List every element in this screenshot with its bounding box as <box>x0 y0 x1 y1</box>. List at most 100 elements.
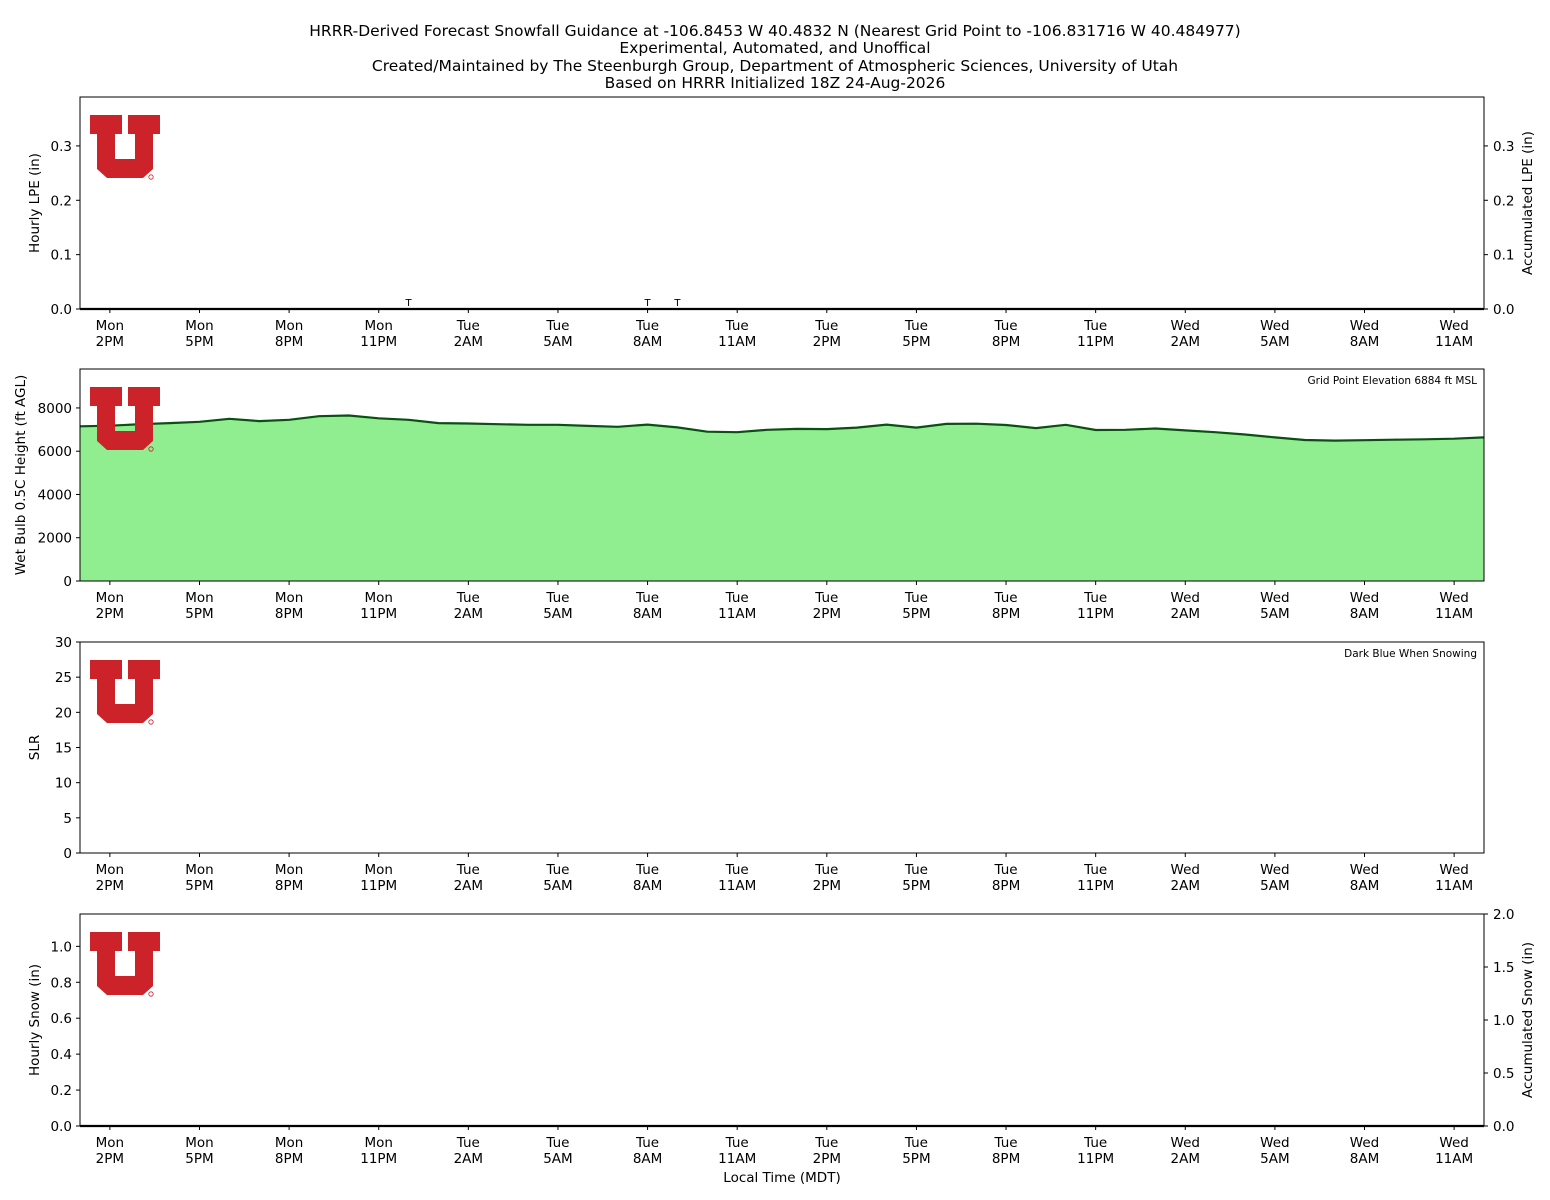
x-tick-label-time: 8AM <box>1350 606 1379 622</box>
y-tick-label: 5 <box>63 811 72 827</box>
x-tick-label-time: 11AM <box>1435 606 1473 622</box>
x-tick-label-time: 2AM <box>454 606 483 622</box>
x-tick-label-day: Tue <box>725 862 749 878</box>
x-tick-label-day: Mon <box>275 590 303 606</box>
x-tick-label-day: Mon <box>275 318 303 334</box>
x-tick-label-time: 8PM <box>275 878 303 894</box>
x-tick-label-day: Tue <box>904 590 928 606</box>
x-tick-label-time: 2PM <box>813 1151 841 1167</box>
y-right-tick-label: 0.2 <box>1493 193 1514 209</box>
trace-mark: T <box>673 298 681 309</box>
x-tick-label-day: Mon <box>96 862 124 878</box>
title-line-2: Experimental, Automated, and Unoffical <box>619 39 930 57</box>
university-of-utah-logo <box>90 660 160 725</box>
y-tick-label: 30 <box>55 635 72 651</box>
y-tick-label: 0.2 <box>51 193 72 209</box>
x-tick-label-time: 2AM <box>454 878 483 894</box>
x-tick-label-time: 2AM <box>1171 334 1200 350</box>
y-tick-label: 0 <box>63 846 72 862</box>
x-tick-label-time: 5AM <box>1260 878 1289 894</box>
wetbulb-fill-area <box>80 415 1484 581</box>
block-u-shape <box>90 660 160 723</box>
x-tick-label-day: Wed <box>1260 318 1289 334</box>
x-tick-label-time: 8PM <box>275 606 303 622</box>
x-tick-label-time: 5AM <box>543 1151 572 1167</box>
x-tick-label-day: Tue <box>635 862 659 878</box>
title-line-4: Based on HRRR Initialized 18Z 24-Aug-202… <box>605 74 946 92</box>
x-tick-label-time: 2PM <box>813 878 841 894</box>
x-tick-label-time: 8AM <box>633 334 662 350</box>
x-tick-label-day: Tue <box>1083 1135 1107 1151</box>
plot-frame <box>79 913 1485 1127</box>
x-tick-label-time: 5PM <box>902 606 930 622</box>
x-tick-label-time: 5PM <box>185 606 213 622</box>
x-tick-label-time: 5AM <box>1260 606 1289 622</box>
registered-mark <box>148 719 154 725</box>
x-tick-label-time: 2AM <box>454 334 483 350</box>
x-tick-label-time: 5AM <box>543 334 572 350</box>
x-tick-label-day: Mon <box>185 862 213 878</box>
x-tick-label-day: Tue <box>725 318 749 334</box>
x-tick-label-time: 11AM <box>718 334 756 350</box>
x-tick-label-day: Tue <box>904 862 928 878</box>
x-tick-label-day: Tue <box>635 1135 659 1151</box>
x-tick-label-day: Tue <box>994 862 1018 878</box>
x-tick-label-day: Tue <box>545 1135 569 1151</box>
x-tick-label-time: 5PM <box>185 1151 213 1167</box>
x-axis-label: Local Time (MDT) <box>723 1170 840 1186</box>
block-u-shape <box>90 115 160 178</box>
panel-wetbulb: Mon2PMMon5PMMon8PMMon11PMTue2AMTue5AMTue… <box>13 368 1485 622</box>
x-tick-label-time: 2PM <box>813 334 841 350</box>
title-line-3: Created/Maintained by The Steenburgh Gro… <box>372 57 1178 75</box>
x-tick-label-time: 2PM <box>96 878 124 894</box>
x-tick-label-time: 5PM <box>902 334 930 350</box>
y-tick-label: 2000 <box>38 531 72 547</box>
y-tick-label: 25 <box>55 670 72 686</box>
x-tick-label-time: 11PM <box>1077 1151 1114 1167</box>
x-tick-label-day: Wed <box>1350 318 1379 334</box>
trace-mark: T <box>644 298 652 309</box>
y-tick-label: 0.2 <box>51 1083 72 1099</box>
x-tick-label-time: 2AM <box>1171 606 1200 622</box>
y-right-tick-label: 1.0 <box>1493 1013 1514 1029</box>
x-tick-label-day: Tue <box>814 1135 838 1151</box>
x-tick-label-time: 8PM <box>992 878 1020 894</box>
y-right-tick-label: 0.0 <box>1493 1119 1514 1135</box>
trace-mark: T <box>405 298 413 309</box>
title-line-1: HRRR-Derived Forecast Snowfall Guidance … <box>309 22 1240 40</box>
panel-note: Dark Blue When Snowing <box>1344 648 1477 660</box>
x-tick-label-day: Wed <box>1260 862 1289 878</box>
y-tick-label: 1.0 <box>51 939 72 955</box>
panel-slr: Mon2PMMon5PMMon8PMMon11PMTue2AMTue5AMTue… <box>27 635 1485 894</box>
x-tick-label-day: Mon <box>96 318 124 334</box>
x-tick-label-day: Tue <box>725 590 749 606</box>
y-right-tick-label: 1.5 <box>1493 960 1514 976</box>
x-tick-label-day: Wed <box>1350 1135 1379 1151</box>
y-tick-label: 0.0 <box>51 302 72 318</box>
x-tick-label-day: Wed <box>1350 590 1379 606</box>
x-tick-label-day: Wed <box>1260 590 1289 606</box>
x-tick-label-time: 8AM <box>1350 1151 1379 1167</box>
block-u-shape <box>90 387 160 450</box>
x-tick-label-day: Tue <box>904 1135 928 1151</box>
x-tick-label-day: Tue <box>814 318 838 334</box>
x-tick-label-time: 2PM <box>96 1151 124 1167</box>
x-tick-label-day: Tue <box>545 318 569 334</box>
y-tick-label: 20 <box>55 705 72 721</box>
x-tick-label-time: 8AM <box>633 1151 662 1167</box>
x-tick-label-day: Tue <box>814 862 838 878</box>
x-tick-label-time: 5PM <box>902 1151 930 1167</box>
x-tick-label-time: 8AM <box>1350 334 1379 350</box>
x-tick-label-time: 11AM <box>1435 878 1473 894</box>
x-tick-label-day: Tue <box>635 318 659 334</box>
x-tick-label-day: Tue <box>904 318 928 334</box>
plot-frame <box>79 641 1485 854</box>
x-tick-label-day: Mon <box>364 590 392 606</box>
x-tick-label-day: Mon <box>185 590 213 606</box>
x-tick-label-day: Mon <box>364 1135 392 1151</box>
y-tick-label: 0 <box>63 574 72 590</box>
x-tick-label-time: 11PM <box>1077 334 1114 350</box>
x-tick-label-time: 8PM <box>275 1151 303 1167</box>
x-tick-label-time: 11PM <box>1077 878 1114 894</box>
x-tick-label-day: Mon <box>275 1135 303 1151</box>
